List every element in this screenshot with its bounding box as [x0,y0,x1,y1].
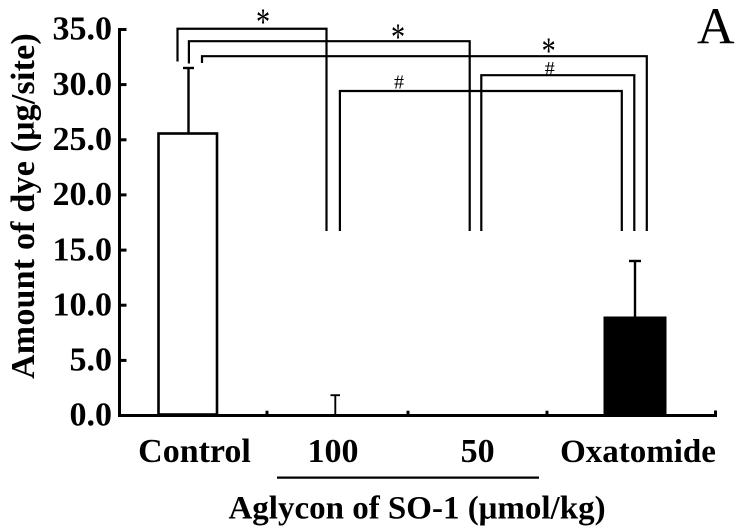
svg-text:30.0: 30.0 [53,66,113,103]
svg-text:*: * [256,2,270,44]
svg-text:Amount of dye (μg/site): Amount of dye (μg/site) [5,33,42,379]
svg-text:#: # [394,71,404,93]
svg-text:0.0: 0.0 [70,397,113,434]
svg-text:5.0: 5.0 [70,342,113,379]
svg-text:15.0: 15.0 [53,231,113,268]
svg-text:Control: Control [138,433,251,470]
svg-text:50: 50 [461,433,495,470]
svg-text:A: A [697,0,735,55]
svg-text:100: 100 [308,433,359,470]
svg-text:Oxatomide: Oxatomide [560,434,716,470]
svg-text:35.0: 35.0 [53,11,113,48]
svg-text:Aglycon of SO-1 (μmol/kg): Aglycon of SO-1 (μmol/kg) [228,491,605,527]
svg-text:20.0: 20.0 [53,176,113,213]
svg-text:10.0: 10.0 [53,286,113,323]
svg-text:*: * [391,16,405,58]
svg-text:*: * [542,31,556,73]
svg-text:#: # [545,58,555,80]
svg-text:25.0: 25.0 [53,121,113,158]
